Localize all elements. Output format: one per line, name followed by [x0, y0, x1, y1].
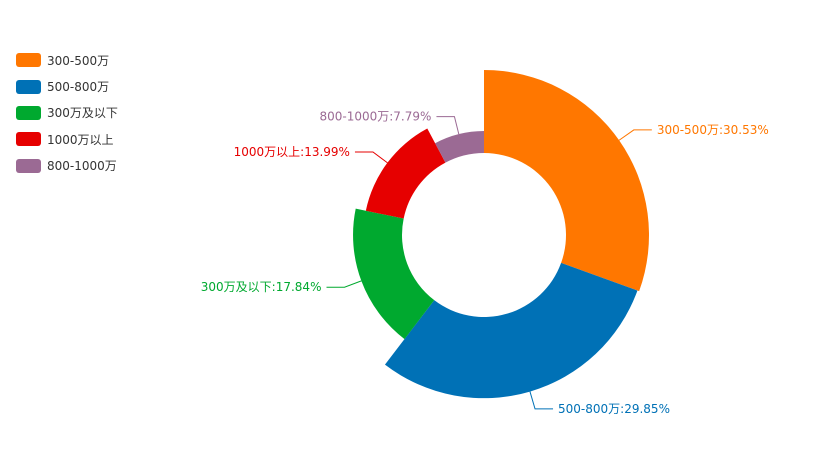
- pie-slice[interactable]: [484, 70, 649, 292]
- legend-label: 1000万以上: [47, 132, 114, 147]
- legend-swatch: [16, 53, 41, 68]
- legend-label: 500-800万: [47, 80, 110, 95]
- legend-label: 300-500万: [47, 53, 110, 68]
- pie-slice[interactable]: [435, 131, 484, 163]
- chart-legend: 300-500万 500-800万 300万及以下 1000万以上 800-1000万: [16, 47, 118, 179]
- slice-label: 500-800万:29.85%: [558, 402, 670, 416]
- legend-item[interactable]: 300万及以下: [16, 100, 118, 126]
- pie-slice[interactable]: [365, 128, 446, 219]
- legend-label: 300万及以下: [47, 106, 118, 121]
- legend-swatch: [16, 79, 41, 94]
- pie-slice[interactable]: [353, 208, 435, 340]
- legend-item[interactable]: 1000万以上: [16, 126, 118, 152]
- slice-label: 1000万以上:13.99%: [234, 145, 350, 159]
- label-line: [326, 280, 362, 288]
- label-line: [354, 151, 388, 164]
- legend-swatch: [16, 105, 41, 120]
- label-line: [618, 129, 652, 141]
- slice-label: 300-500万:30.53%: [657, 123, 769, 137]
- legend-label: 800-1000万: [47, 159, 117, 174]
- legend-item[interactable]: 500-800万: [16, 73, 118, 99]
- pie-slice[interactable]: [384, 262, 638, 399]
- legend-item[interactable]: 800-1000万: [16, 153, 118, 179]
- slice-label: 300万及以下:17.84%: [201, 280, 322, 294]
- label-line: [436, 116, 460, 135]
- slice-label: 800-1000万:7.79%: [319, 110, 431, 124]
- label-line: [529, 391, 554, 410]
- legend-item[interactable]: 300-500万: [16, 47, 118, 73]
- legend-swatch: [16, 158, 41, 173]
- legend-swatch: [16, 132, 41, 147]
